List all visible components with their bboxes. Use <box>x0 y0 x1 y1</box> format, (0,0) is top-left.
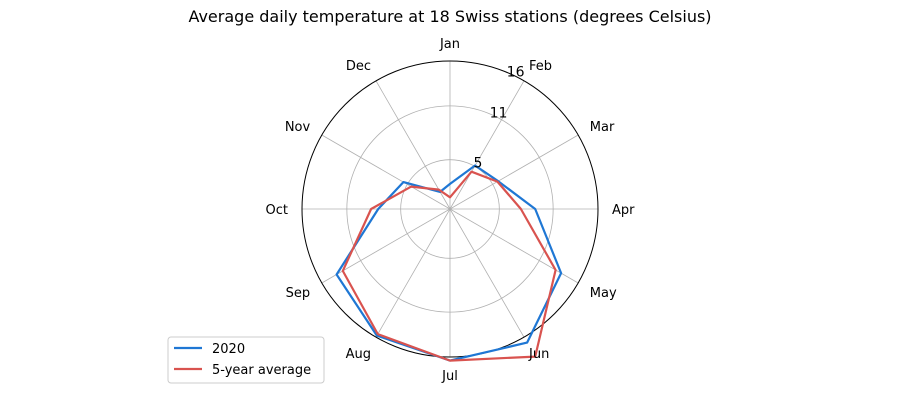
category-label-apr: Apr <box>612 203 635 218</box>
spoke-aug <box>375 208 451 338</box>
category-label-oct: Oct <box>266 203 288 218</box>
chart-title: Average daily temperature at 18 Swiss st… <box>188 7 711 26</box>
category-label-feb: Feb <box>529 59 552 74</box>
category-label-nov: Nov <box>285 120 311 135</box>
category-label-sep: Sep <box>286 286 311 301</box>
legend-label-0: 2020 <box>212 342 245 357</box>
outer-circle <box>301 60 599 358</box>
spoke-mar <box>449 134 579 210</box>
spoke-sep <box>321 208 451 284</box>
category-label-jun: Jun <box>528 347 549 362</box>
series-line-0 <box>335 164 563 362</box>
radial-tick-labels: 5 11 16 <box>473 64 524 171</box>
legend: 2020 5-year average <box>167 336 325 384</box>
category-label-may: May <box>590 286 617 301</box>
category-label-jul: Jul <box>441 369 458 384</box>
spoke-jun <box>449 208 525 338</box>
category-label-dec: Dec <box>346 59 371 74</box>
category-label-jan: Jan <box>439 37 460 52</box>
radial-tick-0: 5 <box>473 155 482 171</box>
category-label-mar: Mar <box>590 120 615 135</box>
legend-box <box>167 336 325 384</box>
polar-grid <box>301 60 599 358</box>
spoke-feb <box>449 80 525 210</box>
radial-tick-2: 16 <box>507 64 525 80</box>
category-label-aug: Aug <box>346 347 371 362</box>
spoke-may <box>449 208 579 284</box>
spoke-nov <box>321 134 451 210</box>
spoke-dec <box>375 80 451 210</box>
category-labels: Jan Feb Mar Apr May Jun Jul Aug Sep Oct Nov Dec <box>266 37 636 384</box>
legend-label-1: 5-year average <box>212 363 311 378</box>
series-group <box>335 164 563 362</box>
radial-tick-1: 11 <box>490 106 508 122</box>
